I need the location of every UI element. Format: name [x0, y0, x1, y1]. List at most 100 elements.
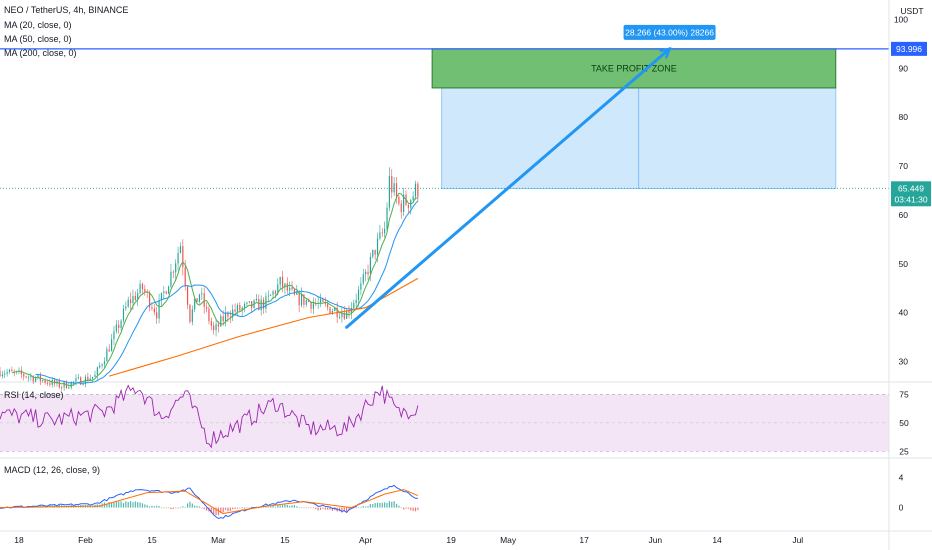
time-axis[interactable]: 18 Feb 15 Mar 15 Apr 19 May 17 Jun 14 Jul [14, 535, 803, 545]
candle[interactable] [23, 372, 25, 381]
candle[interactable] [393, 177, 395, 196]
candle[interactable] [224, 306, 227, 327]
candle[interactable] [403, 187, 405, 217]
candle[interactable] [163, 286, 165, 300]
candle[interactable] [63, 381, 65, 391]
candle[interactable] [144, 284, 146, 296]
candle[interactable] [129, 292, 132, 311]
candle[interactable] [338, 311, 341, 320]
candle[interactable] [270, 294, 272, 296]
price-pane[interactable]: TAKE PROFIT ZONE 28.266 (43.00%) 28266 [0, 24, 932, 391]
rsi-legend[interactable]: RSI (14, close) [4, 390, 64, 400]
candle[interactable] [30, 372, 32, 381]
candle[interactable] [243, 301, 246, 313]
candle[interactable] [267, 290, 269, 302]
candle[interactable] [208, 305, 210, 325]
candle[interactable] [319, 293, 322, 308]
candle[interactable] [374, 249, 376, 260]
candle[interactable] [312, 297, 315, 315]
candle[interactable] [189, 304, 191, 324]
candle[interactable] [348, 305, 350, 319]
candle[interactable] [96, 366, 98, 380]
candle[interactable] [236, 303, 239, 317]
candle[interactable] [172, 270, 174, 279]
candle[interactable] [372, 249, 374, 259]
candle[interactable] [246, 301, 248, 306]
candle[interactable] [412, 191, 414, 202]
candle[interactable] [234, 303, 236, 316]
ma20-legend[interactable]: MA (20, close, 0) [4, 20, 72, 30]
candle[interactable] [94, 370, 96, 378]
candle[interactable] [239, 302, 241, 312]
candle[interactable] [388, 167, 390, 212]
candle[interactable] [241, 306, 243, 317]
candle[interactable] [8, 368, 11, 374]
candle[interactable] [113, 326, 115, 346]
candle[interactable] [186, 284, 189, 310]
price-axis[interactable]: USDT1009080706050403093.99665.44903:41:3… [888, 0, 931, 550]
candle[interactable] [68, 383, 70, 390]
candle[interactable] [196, 298, 198, 302]
candle[interactable] [391, 169, 393, 199]
candle[interactable] [229, 310, 231, 323]
candle[interactable] [232, 304, 234, 322]
macd-pane[interactable]: 40 [0, 473, 932, 532]
ma50-legend[interactable]: MA (50, close, 0) [4, 34, 72, 44]
candle[interactable] [106, 346, 108, 362]
candle[interactable] [122, 304, 125, 324]
candle[interactable] [110, 333, 113, 352]
candle[interactable] [248, 301, 250, 304]
candle[interactable] [210, 317, 212, 331]
candle[interactable] [258, 294, 260, 311]
ma200-line[interactable] [109, 277, 419, 377]
candle[interactable] [407, 204, 409, 213]
candle[interactable] [329, 306, 331, 315]
candle[interactable] [101, 363, 103, 369]
candle[interactable] [198, 293, 201, 304]
candle[interactable] [120, 319, 122, 331]
candle[interactable] [134, 291, 136, 301]
ma50-line[interactable] [35, 200, 419, 384]
measure-badge[interactable] [623, 24, 716, 40]
candle[interactable] [25, 375, 27, 379]
trend-arrow[interactable] [345, 47, 672, 329]
candle[interactable] [170, 264, 172, 288]
candle[interactable] [365, 269, 367, 282]
candle[interactable] [279, 276, 281, 290]
candle[interactable] [167, 285, 170, 294]
candle[interactable] [191, 305, 193, 326]
candle[interactable] [115, 319, 117, 334]
candle[interactable] [213, 321, 215, 335]
candle[interactable] [1, 370, 3, 379]
candle[interactable] [99, 362, 101, 369]
macd-line[interactable] [0, 484, 418, 520]
candle[interactable] [103, 357, 106, 369]
candle[interactable] [379, 224, 381, 241]
candle[interactable] [362, 268, 364, 286]
candle[interactable] [300, 287, 303, 308]
candle[interactable] [395, 177, 398, 204]
candle[interactable] [0, 366, 1, 378]
candle[interactable] [27, 375, 30, 382]
candle[interactable] [400, 200, 402, 219]
candle[interactable] [215, 318, 217, 337]
candle[interactable] [77, 373, 79, 380]
candle[interactable] [341, 306, 343, 323]
candle[interactable] [148, 290, 151, 312]
candle[interactable] [260, 295, 262, 316]
candle[interactable] [201, 287, 203, 300]
candle[interactable] [293, 288, 296, 296]
candle[interactable] [49, 379, 51, 387]
candle[interactable] [386, 202, 388, 232]
candle[interactable] [255, 293, 258, 302]
candle[interactable] [317, 295, 319, 309]
candle[interactable] [251, 301, 253, 313]
candle[interactable] [42, 379, 44, 383]
candle[interactable] [141, 282, 144, 295]
candle[interactable] [137, 288, 139, 306]
candle[interactable] [410, 198, 412, 215]
candle[interactable] [177, 246, 179, 271]
candle[interactable] [46, 380, 49, 386]
candle[interactable] [4, 370, 6, 378]
